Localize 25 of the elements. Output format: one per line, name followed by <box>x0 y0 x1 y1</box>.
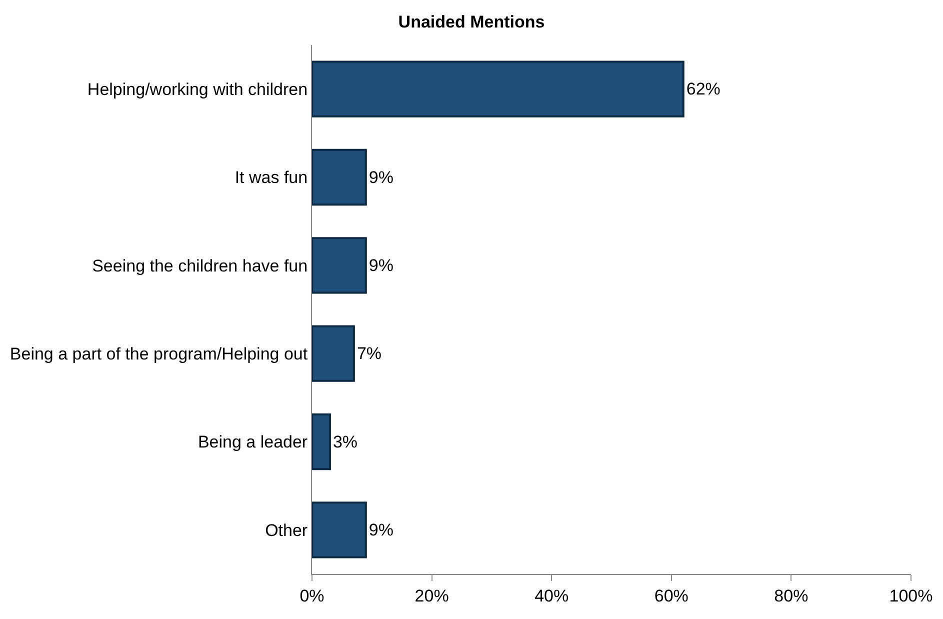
x-tick-label: 60% <box>654 586 688 606</box>
x-tick-label: 20% <box>414 586 449 606</box>
y-tick-label: Other <box>265 520 308 540</box>
bar <box>312 413 331 470</box>
bar <box>312 237 367 294</box>
chart-title: Unaided Mentions <box>398 12 545 32</box>
x-tick-label: 80% <box>774 586 808 606</box>
bar <box>312 60 684 118</box>
y-tick-label: Seeing the children have fun <box>92 256 308 276</box>
data-label: 62% <box>686 80 720 99</box>
data-label: 7% <box>356 344 382 364</box>
bar <box>312 325 355 382</box>
y-tick-label: Helping/working with children <box>87 80 308 100</box>
y-tick-label: Being a leader <box>198 432 308 452</box>
y-tick-label: Being a part of the program/Helping out <box>10 344 308 364</box>
data-label: 9% <box>368 168 394 187</box>
bar <box>312 148 367 206</box>
data-label: 9% <box>368 520 394 540</box>
y-tick-label: It was fun <box>234 168 308 188</box>
x-tick-label: 100% <box>889 586 933 606</box>
data-label: 3% <box>332 432 358 452</box>
x-tick-label: 0% <box>300 586 324 606</box>
bar <box>312 502 367 558</box>
x-tick-label: 40% <box>534 586 569 606</box>
data-label: 9% <box>368 256 394 275</box>
